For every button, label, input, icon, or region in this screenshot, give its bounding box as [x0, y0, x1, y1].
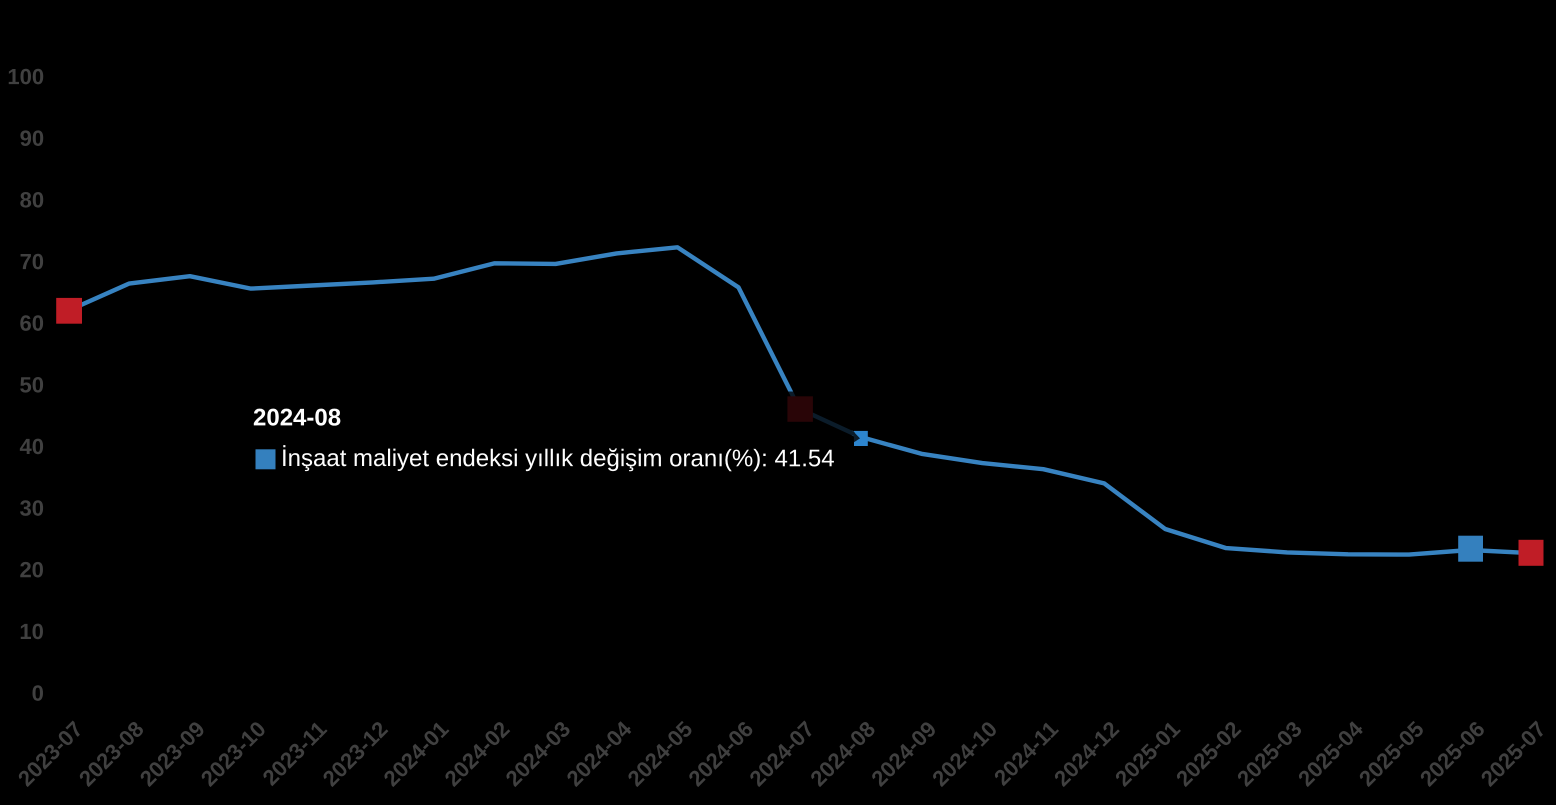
svg-text:0: 0: [32, 681, 44, 706]
svg-text:20: 20: [19, 557, 43, 582]
svg-text:50: 50: [20, 372, 44, 397]
svg-text:40: 40: [19, 434, 43, 459]
svg-text:90: 90: [20, 126, 44, 151]
svg-text:30: 30: [19, 496, 43, 521]
svg-text:60: 60: [20, 311, 44, 336]
svg-text:10: 10: [19, 619, 43, 644]
svg-text:2024-08: 2024-08: [253, 404, 341, 431]
svg-text:70: 70: [20, 249, 44, 274]
svg-text:80: 80: [20, 187, 44, 212]
svg-text:İnşaat maliyet endeksi yıllık: İnşaat maliyet endeksi yıllık değişim or…: [281, 445, 835, 472]
svg-text:100: 100: [7, 64, 44, 89]
